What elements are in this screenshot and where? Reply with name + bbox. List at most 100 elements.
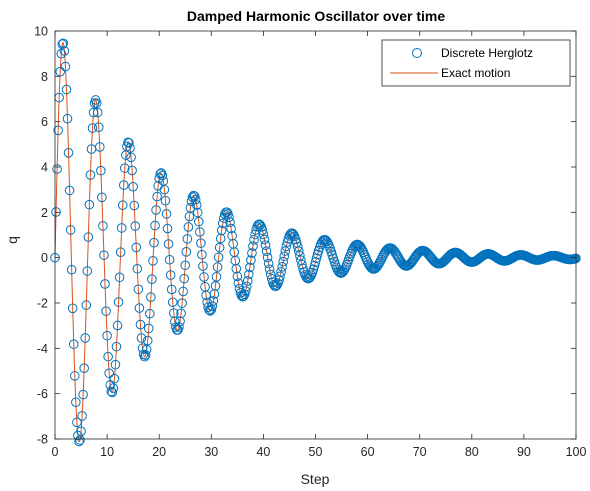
x-tick-label: 100: [566, 445, 587, 459]
herglotz-point: [160, 195, 171, 206]
x-tick-label: 80: [465, 445, 479, 459]
herglotz-point: [143, 323, 154, 334]
herglotz-point: [207, 301, 218, 311]
herglotz-point: [124, 138, 134, 148]
herglotz-point: [125, 143, 135, 153]
herglotz-point: [70, 371, 80, 381]
herglotz-point: [145, 308, 155, 319]
herglotz-point: [67, 303, 78, 314]
herglotz-point: [177, 298, 187, 308]
herglotz-point: [84, 199, 95, 210]
herglotz-point: [272, 280, 282, 291]
herglotz-point: [174, 322, 184, 332]
herglotz-point: [126, 152, 136, 163]
herglotz-point: [196, 238, 206, 248]
herglotz-point: [280, 246, 291, 256]
herglotz-point: [312, 249, 323, 260]
herglotz-point: [198, 261, 208, 271]
herglotz-point: [151, 205, 161, 215]
herglotz-point: [164, 254, 175, 265]
herglotz-point: [77, 411, 87, 421]
herglotz-point: [276, 267, 286, 277]
legend-box: [381, 39, 571, 87]
herglotz-point: [113, 297, 124, 307]
herglotz-point: [92, 107, 103, 118]
plot-area: [55, 31, 576, 439]
herglotz-point: [165, 270, 176, 280]
herglotz-point: [72, 417, 82, 428]
y-axis-label: q: [4, 236, 20, 244]
herglotz-point: [191, 200, 202, 210]
herglotz-point: [141, 344, 152, 355]
herglotz-point: [93, 122, 104, 133]
herglotz-point: [99, 250, 109, 260]
herglotz-point: [107, 387, 118, 398]
herglotz-point: [214, 242, 225, 253]
herglotz-point: [135, 319, 146, 330]
herglotz-point: [277, 262, 287, 272]
herglotz-point: [354, 240, 365, 251]
herglotz-point: [111, 341, 122, 352]
x-axis-label: Step: [301, 471, 330, 487]
herglotz-point: [131, 242, 142, 253]
herglotz-point: [78, 389, 88, 400]
herglotz-point: [292, 242, 303, 252]
herglotz-point: [117, 200, 128, 211]
herglotz-point: [205, 306, 216, 316]
y-tick-label: -4: [37, 342, 48, 356]
herglotz-point: [311, 253, 322, 263]
herglotz-point: [159, 184, 170, 195]
herglotz-point: [260, 240, 271, 250]
x-tick-label: 10: [100, 445, 114, 459]
herglotz-point: [321, 235, 331, 246]
legend: Discrete Herglotz Exact motion: [381, 39, 571, 87]
herglotz-point: [337, 267, 348, 278]
herglotz-point: [287, 228, 298, 239]
herglotz-point: [185, 203, 196, 213]
herglotz-point: [115, 247, 126, 258]
herglotz-point: [167, 297, 178, 308]
herglotz-point: [65, 225, 76, 235]
herglotz-point: [262, 252, 273, 263]
herglotz-point: [162, 223, 173, 234]
herglotz-point: [240, 286, 251, 296]
herglotz-point: [61, 84, 72, 95]
herglotz-point: [157, 170, 168, 181]
y-tick-label: -8: [37, 433, 48, 447]
herglotz-point: [91, 98, 102, 108]
herglotz-point: [133, 284, 144, 295]
x-axis: 0 10 20 30 40 50 60 70 80 90 100: [52, 31, 587, 459]
x-tick-label: 70: [413, 445, 427, 459]
herglotz-point: [372, 261, 382, 272]
herglotz-point: [227, 230, 237, 241]
herglotz-point: [55, 66, 66, 77]
herglotz-point: [150, 220, 160, 231]
herglotz-point: [232, 271, 243, 282]
herglotz-point: [297, 259, 307, 270]
herglotz-point: [199, 272, 209, 282]
herglotz-point: [152, 191, 162, 202]
herglotz-point: [308, 264, 319, 275]
herglotz-point: [106, 386, 117, 397]
y-tick-label: 8: [41, 70, 48, 84]
herglotz-point: [66, 264, 77, 275]
herglotz-point: [197, 249, 207, 260]
x-tick-label: 0: [52, 445, 59, 459]
herglotz-point: [140, 350, 151, 360]
herglotz-point: [295, 250, 305, 261]
y-tick-label: -6: [37, 387, 48, 401]
herglotz-point: [149, 237, 159, 248]
herglotz-point: [259, 234, 270, 245]
herglotz-point: [208, 296, 219, 306]
herglotz-point: [192, 207, 203, 218]
herglotz-point: [255, 220, 266, 230]
herglotz-point: [128, 181, 138, 192]
herglotz-point: [132, 263, 143, 274]
herglotz-point: [71, 397, 81, 408]
herglotz-point: [279, 251, 290, 262]
herglotz-point: [112, 320, 123, 331]
herglotz-point: [76, 426, 86, 437]
herglotz-point: [58, 38, 69, 49]
y-tick-label: 10: [34, 25, 48, 39]
herglotz-point: [114, 272, 125, 283]
